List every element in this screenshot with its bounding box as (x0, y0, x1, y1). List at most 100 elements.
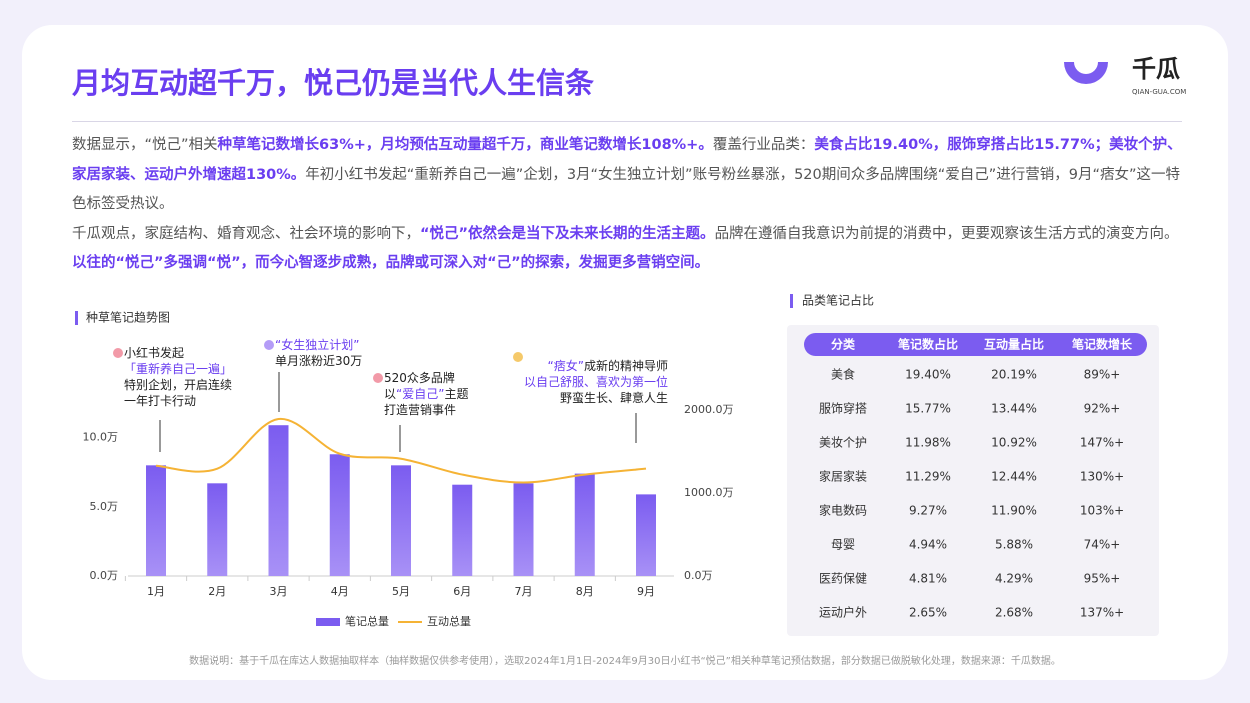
table-cell: 130%+ (1080, 470, 1124, 484)
x-tick-label: 2月 (208, 585, 226, 598)
bar (636, 494, 656, 576)
annotation-text: 520众多品牌 (384, 371, 455, 385)
section-marker (75, 311, 78, 325)
bar (268, 425, 289, 576)
annotation-line: 特别企划，开启连续 (124, 377, 232, 392)
annotation-line: 以“爱自己”主题 (384, 387, 468, 401)
highlight-text: 美食占比19.40%，服饰穿搭占比15.77%；美妆个护、家居家装、运动户外增速… (72, 137, 1182, 183)
annotation-text: 野蛮生长、肆意人生 (560, 390, 668, 405)
table-cell: 15.77% (905, 402, 951, 416)
table-header: 笔记数增长 (1072, 337, 1133, 352)
bar (513, 483, 534, 576)
legend-label: 笔记总量 (345, 614, 389, 628)
table-cell: 95%+ (1084, 572, 1121, 586)
table-cell: 74%+ (1084, 538, 1121, 552)
logo-mark (1064, 62, 1108, 84)
text: 年初小红书发起“重新养自己一遍”企划，3月“女生独立计划”账号粉丝暴涨，520期… (72, 166, 1181, 213)
logo: 千瓜 QIAN-GUA.COM (1064, 55, 1186, 96)
logo-site: QIAN-GUA.COM (1132, 88, 1186, 96)
bar (452, 484, 473, 576)
table-cell: 9.27% (909, 504, 947, 518)
table-cell: 103%+ (1080, 504, 1124, 518)
table-cell: 美妆个护 (819, 436, 867, 450)
table-title: 品类笔记占比 (802, 293, 874, 308)
text: 品牌在遵循自我意识为前提的消费中，更要观察该生活方式的演变方向。 (714, 225, 1179, 242)
highlight-text: 种草笔记数增长63%+，月均预估互动量超千万，商业笔记数增长108%+。 (217, 137, 713, 153)
y-tick-label: 0.0万 (90, 569, 119, 582)
table-cell: 母婴 (831, 538, 855, 552)
table-cell: 4.94% (909, 538, 947, 552)
table-bg (787, 325, 1159, 636)
table-cell: 137%+ (1080, 606, 1124, 620)
text: 千瓜观点，家庭结构、婚育观念、社会环境的影响下， (72, 225, 420, 242)
table-cell: 19.40% (905, 368, 951, 382)
bar (329, 454, 350, 576)
legend-swatch (316, 618, 340, 626)
annotation-line: 野蛮生长、肆意人生 (560, 390, 668, 405)
table-cell: 92%+ (1084, 402, 1121, 416)
x-tick-label: 5月 (392, 585, 410, 598)
annotation-text: 成新的精神导师 (584, 358, 668, 373)
x-tick-label: 3月 (270, 585, 288, 598)
annotation-line: 520众多品牌 (384, 371, 455, 385)
section-marker (790, 294, 793, 308)
bar (574, 473, 595, 576)
text: 数据显示，“悦己”相关 (72, 137, 218, 153)
table-cell: 服饰穿搭 (819, 401, 867, 416)
x-tick-label: 7月 (515, 585, 533, 598)
bar (391, 465, 411, 576)
table-cell: 13.44% (991, 402, 1037, 416)
highlight-text: 以往的“悦己”多强调“悦”，而今心智逐步成熟，品牌或可深入对“己”的探索，发掘更… (72, 255, 710, 271)
y2-tick-label: 2000.0万 (684, 403, 734, 416)
table-cell: 147%+ (1080, 436, 1124, 450)
y2-tick-label: 1000.0万 (684, 486, 734, 499)
table-header: 互动量占比 (984, 337, 1044, 352)
annotation-icon (513, 352, 523, 362)
annotation-text: 主题 (444, 387, 468, 401)
y-tick-label: 10.0万 (83, 431, 119, 444)
annotation-line: 「重新养自己一遍」 (124, 361, 232, 376)
annotation-highlight: “女生独立计划” (275, 337, 359, 352)
table-cell: 20.19% (991, 368, 1037, 382)
bar (146, 465, 166, 576)
separator (72, 121, 1182, 122)
chart-title: 种草笔记趋势图 (86, 310, 170, 325)
table-cell: 4.29% (995, 572, 1033, 586)
y-tick-label: 5.0万 (90, 500, 119, 513)
annotation-line: “痞女”成新的精神导师 (548, 358, 668, 373)
bar (207, 483, 228, 576)
table-header: 分类 (831, 337, 856, 352)
annotation-text: 特别企划，开启连续 (124, 377, 232, 392)
x-tick-label: 4月 (331, 585, 349, 598)
annotation-line: 以自己舒服、喜欢为第一位 (524, 374, 668, 389)
annotation-line: 小红书发起 (124, 345, 184, 360)
table-header-bg (804, 333, 1147, 356)
table-cell: 2.65% (909, 606, 947, 620)
annotation-highlight: “爱自己” (396, 387, 444, 401)
table-cell: 2.68% (995, 606, 1033, 620)
annotation-line: 打造营销事件 (384, 403, 456, 417)
x-tick-label: 1月 (147, 585, 165, 598)
legend-label: 互动总量 (427, 614, 471, 628)
table-cell: 11.90% (991, 504, 1037, 518)
paragraph: 千瓜观点，家庭结构、婚育观念、社会环境的影响下，“悦己”依然会是当下及未来长期的… (72, 220, 1184, 279)
body-text: 数据显示，“悦己”相关种草笔记数增长63%+，月均预估互动量超千万，商业笔记数增… (72, 131, 1184, 279)
annotation-icon (373, 373, 383, 383)
highlight-text: “悦己”依然会是当下及未来长期的生活主题。 (420, 225, 715, 242)
table-cell: 11.98% (905, 436, 951, 450)
table-cell: 89%+ (1084, 368, 1121, 382)
table-cell: 12.44% (991, 470, 1037, 484)
table-cell: 11.29% (905, 470, 951, 484)
annotation-highlight: “痞女” (548, 358, 584, 373)
footnote: 数据说明：基于千瓜在库达人数据抽取样本（抽样数据仅供参考使用），选取2024年1… (189, 656, 1061, 667)
y2-tick-label: 0.0万 (684, 569, 713, 582)
logo-name: 千瓜 (1132, 55, 1180, 83)
table-cell: 5.88% (995, 538, 1033, 552)
annotation-line: 一年打卡行动 (124, 394, 196, 408)
table-cell: 10.92% (991, 436, 1037, 450)
table-cell: 医药保健 (819, 572, 867, 586)
table-cell: 运动户外 (819, 605, 867, 620)
annotation-icon (264, 340, 274, 350)
